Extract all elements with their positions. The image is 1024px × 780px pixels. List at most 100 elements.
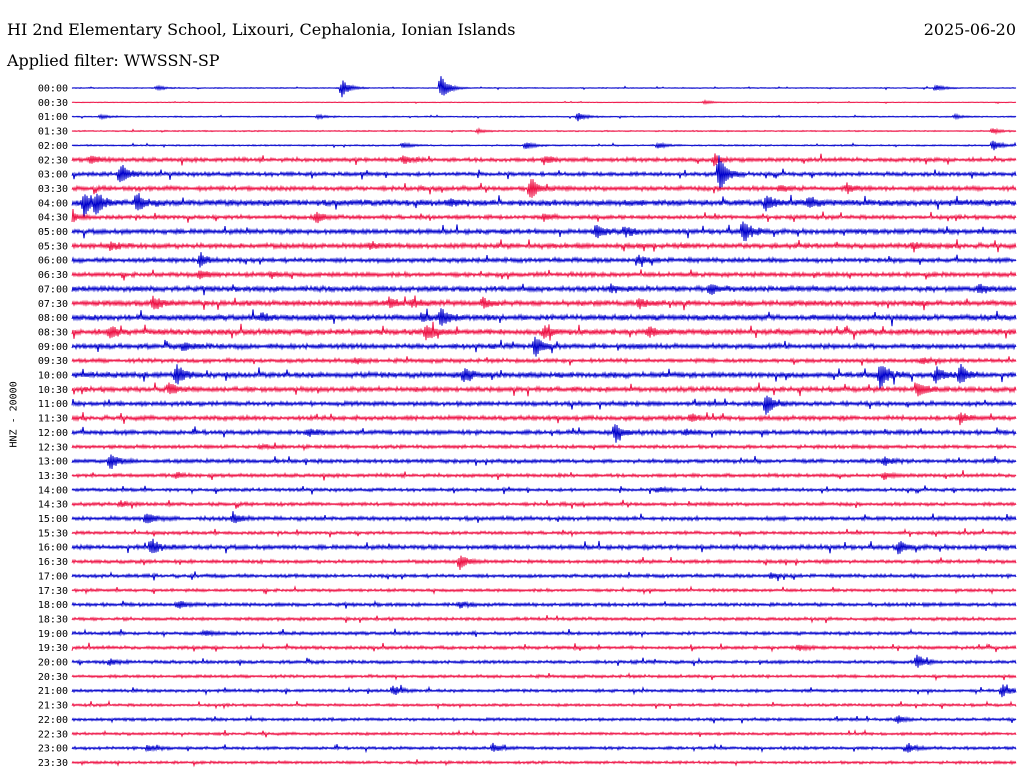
trace-0800 (71, 308, 1017, 327)
trace-0830 (71, 321, 1017, 341)
trace-1600 (71, 538, 1017, 555)
trace-1830 (71, 615, 1017, 624)
time-label-0900: 09:00 (38, 342, 68, 353)
time-label-1430: 14:30 (38, 500, 68, 511)
time-label-1030: 10:30 (38, 385, 68, 396)
trace-2230 (71, 728, 1017, 738)
trace-0330 (71, 179, 1017, 198)
time-label-1100: 11:00 (38, 399, 68, 410)
time-label-0400: 04:00 (38, 198, 68, 209)
time-label-1000: 10:00 (38, 371, 68, 382)
time-label-1230: 12:30 (38, 442, 68, 453)
trace-0530 (71, 239, 1017, 253)
trace-1300 (71, 454, 1017, 469)
time-label-1630: 16:30 (38, 557, 68, 568)
trace-0130 (71, 127, 1017, 136)
trace-2300 (71, 742, 1017, 754)
time-label-0530: 05:30 (38, 241, 68, 252)
filter-label: Applied filter: WWSSN-SP (7, 51, 220, 70)
time-label-1800: 18:00 (38, 600, 68, 611)
record-date: 2025-06-20 (923, 20, 1016, 39)
trace-1930 (71, 642, 1017, 653)
time-label-1700: 17:00 (38, 571, 68, 582)
trace-1400 (71, 484, 1017, 495)
time-label-2030: 20:30 (38, 672, 68, 683)
trace-2130 (71, 699, 1017, 710)
trace-1700 (71, 571, 1017, 582)
time-label-1200: 12:00 (38, 428, 68, 439)
time-label-0100: 01:00 (38, 112, 68, 123)
trace-1100 (71, 395, 1017, 415)
trace-2330 (71, 759, 1017, 768)
trace-0100 (71, 112, 1017, 122)
trace-1800 (71, 599, 1017, 609)
trace-1630 (71, 555, 1017, 571)
time-label-0930: 09:30 (38, 356, 68, 367)
trace-1900 (71, 628, 1017, 639)
time-label-2230: 22:30 (38, 729, 68, 740)
trace-1430 (71, 499, 1017, 509)
time-label-1900: 19:00 (38, 629, 68, 640)
trace-1330 (71, 470, 1017, 481)
time-label-2100: 21:00 (38, 686, 68, 697)
time-label-1130: 11:30 (38, 414, 68, 425)
station-title: HI 2nd Elementary School, Lixouri, Cepha… (7, 20, 516, 39)
time-label-2000: 20:00 (38, 658, 68, 669)
trace-0500 (71, 221, 1017, 242)
time-label-0830: 08:30 (38, 327, 68, 338)
trace-1730 (71, 585, 1017, 596)
time-label-0000: 00:00 (38, 84, 68, 95)
trace-0400 (71, 193, 1017, 219)
trace-0000 (71, 76, 1017, 98)
time-label-0600: 06:00 (38, 256, 68, 267)
trace-0230 (71, 153, 1017, 167)
time-label-0030: 00:30 (38, 98, 68, 109)
time-label-0800: 08:00 (38, 313, 68, 324)
trace-0700 (71, 283, 1017, 296)
time-label-0130: 01:30 (38, 127, 68, 138)
time-label-0500: 05:00 (38, 227, 68, 238)
time-label-1500: 15:00 (38, 514, 68, 525)
time-label-0430: 04:30 (38, 213, 68, 224)
trace-0200 (71, 140, 1017, 151)
time-label-1830: 18:30 (38, 614, 68, 625)
trace-1230 (71, 442, 1017, 452)
trace-0930 (71, 356, 1017, 366)
time-label-2330: 23:30 (38, 758, 68, 769)
trace-2100 (71, 684, 1017, 698)
time-label-0730: 07:30 (38, 299, 68, 310)
time-label-1600: 16:00 (38, 543, 68, 554)
trace-0730 (71, 295, 1017, 311)
time-label-0700: 07:00 (38, 284, 68, 295)
time-label-0630: 06:30 (38, 270, 68, 281)
trace-0030 (71, 99, 1017, 106)
trace-1130 (71, 412, 1017, 426)
trace-0600 (71, 252, 1017, 268)
time-label-2300: 23:00 (38, 744, 68, 755)
trace-2000 (71, 654, 1017, 668)
trace-1030 (71, 382, 1017, 397)
trace-2200 (71, 714, 1017, 724)
trace-1000 (71, 363, 1017, 390)
time-label-0230: 02:30 (38, 155, 68, 166)
trace-0900 (71, 336, 1017, 357)
time-label-2200: 22:00 (38, 715, 68, 726)
time-label-1300: 13:00 (38, 457, 68, 468)
trace-0300 (71, 155, 1017, 191)
trace-1530 (71, 528, 1017, 538)
time-label-1730: 17:30 (38, 586, 68, 597)
time-label-1400: 14:00 (38, 485, 68, 496)
trace-1500 (71, 511, 1017, 524)
time-label-1530: 15:30 (38, 528, 68, 539)
trace-2030 (71, 672, 1017, 682)
time-label-1330: 13:30 (38, 471, 68, 482)
time-label-0200: 02:00 (38, 141, 68, 152)
trace-1200 (71, 424, 1017, 443)
trace-0630 (71, 269, 1017, 281)
trace-0430 (71, 209, 1017, 224)
time-label-0330: 03:30 (38, 184, 68, 195)
time-label-1930: 19:30 (38, 643, 68, 654)
time-label-0300: 03:00 (38, 170, 68, 181)
time-label-2130: 21:30 (38, 701, 68, 712)
